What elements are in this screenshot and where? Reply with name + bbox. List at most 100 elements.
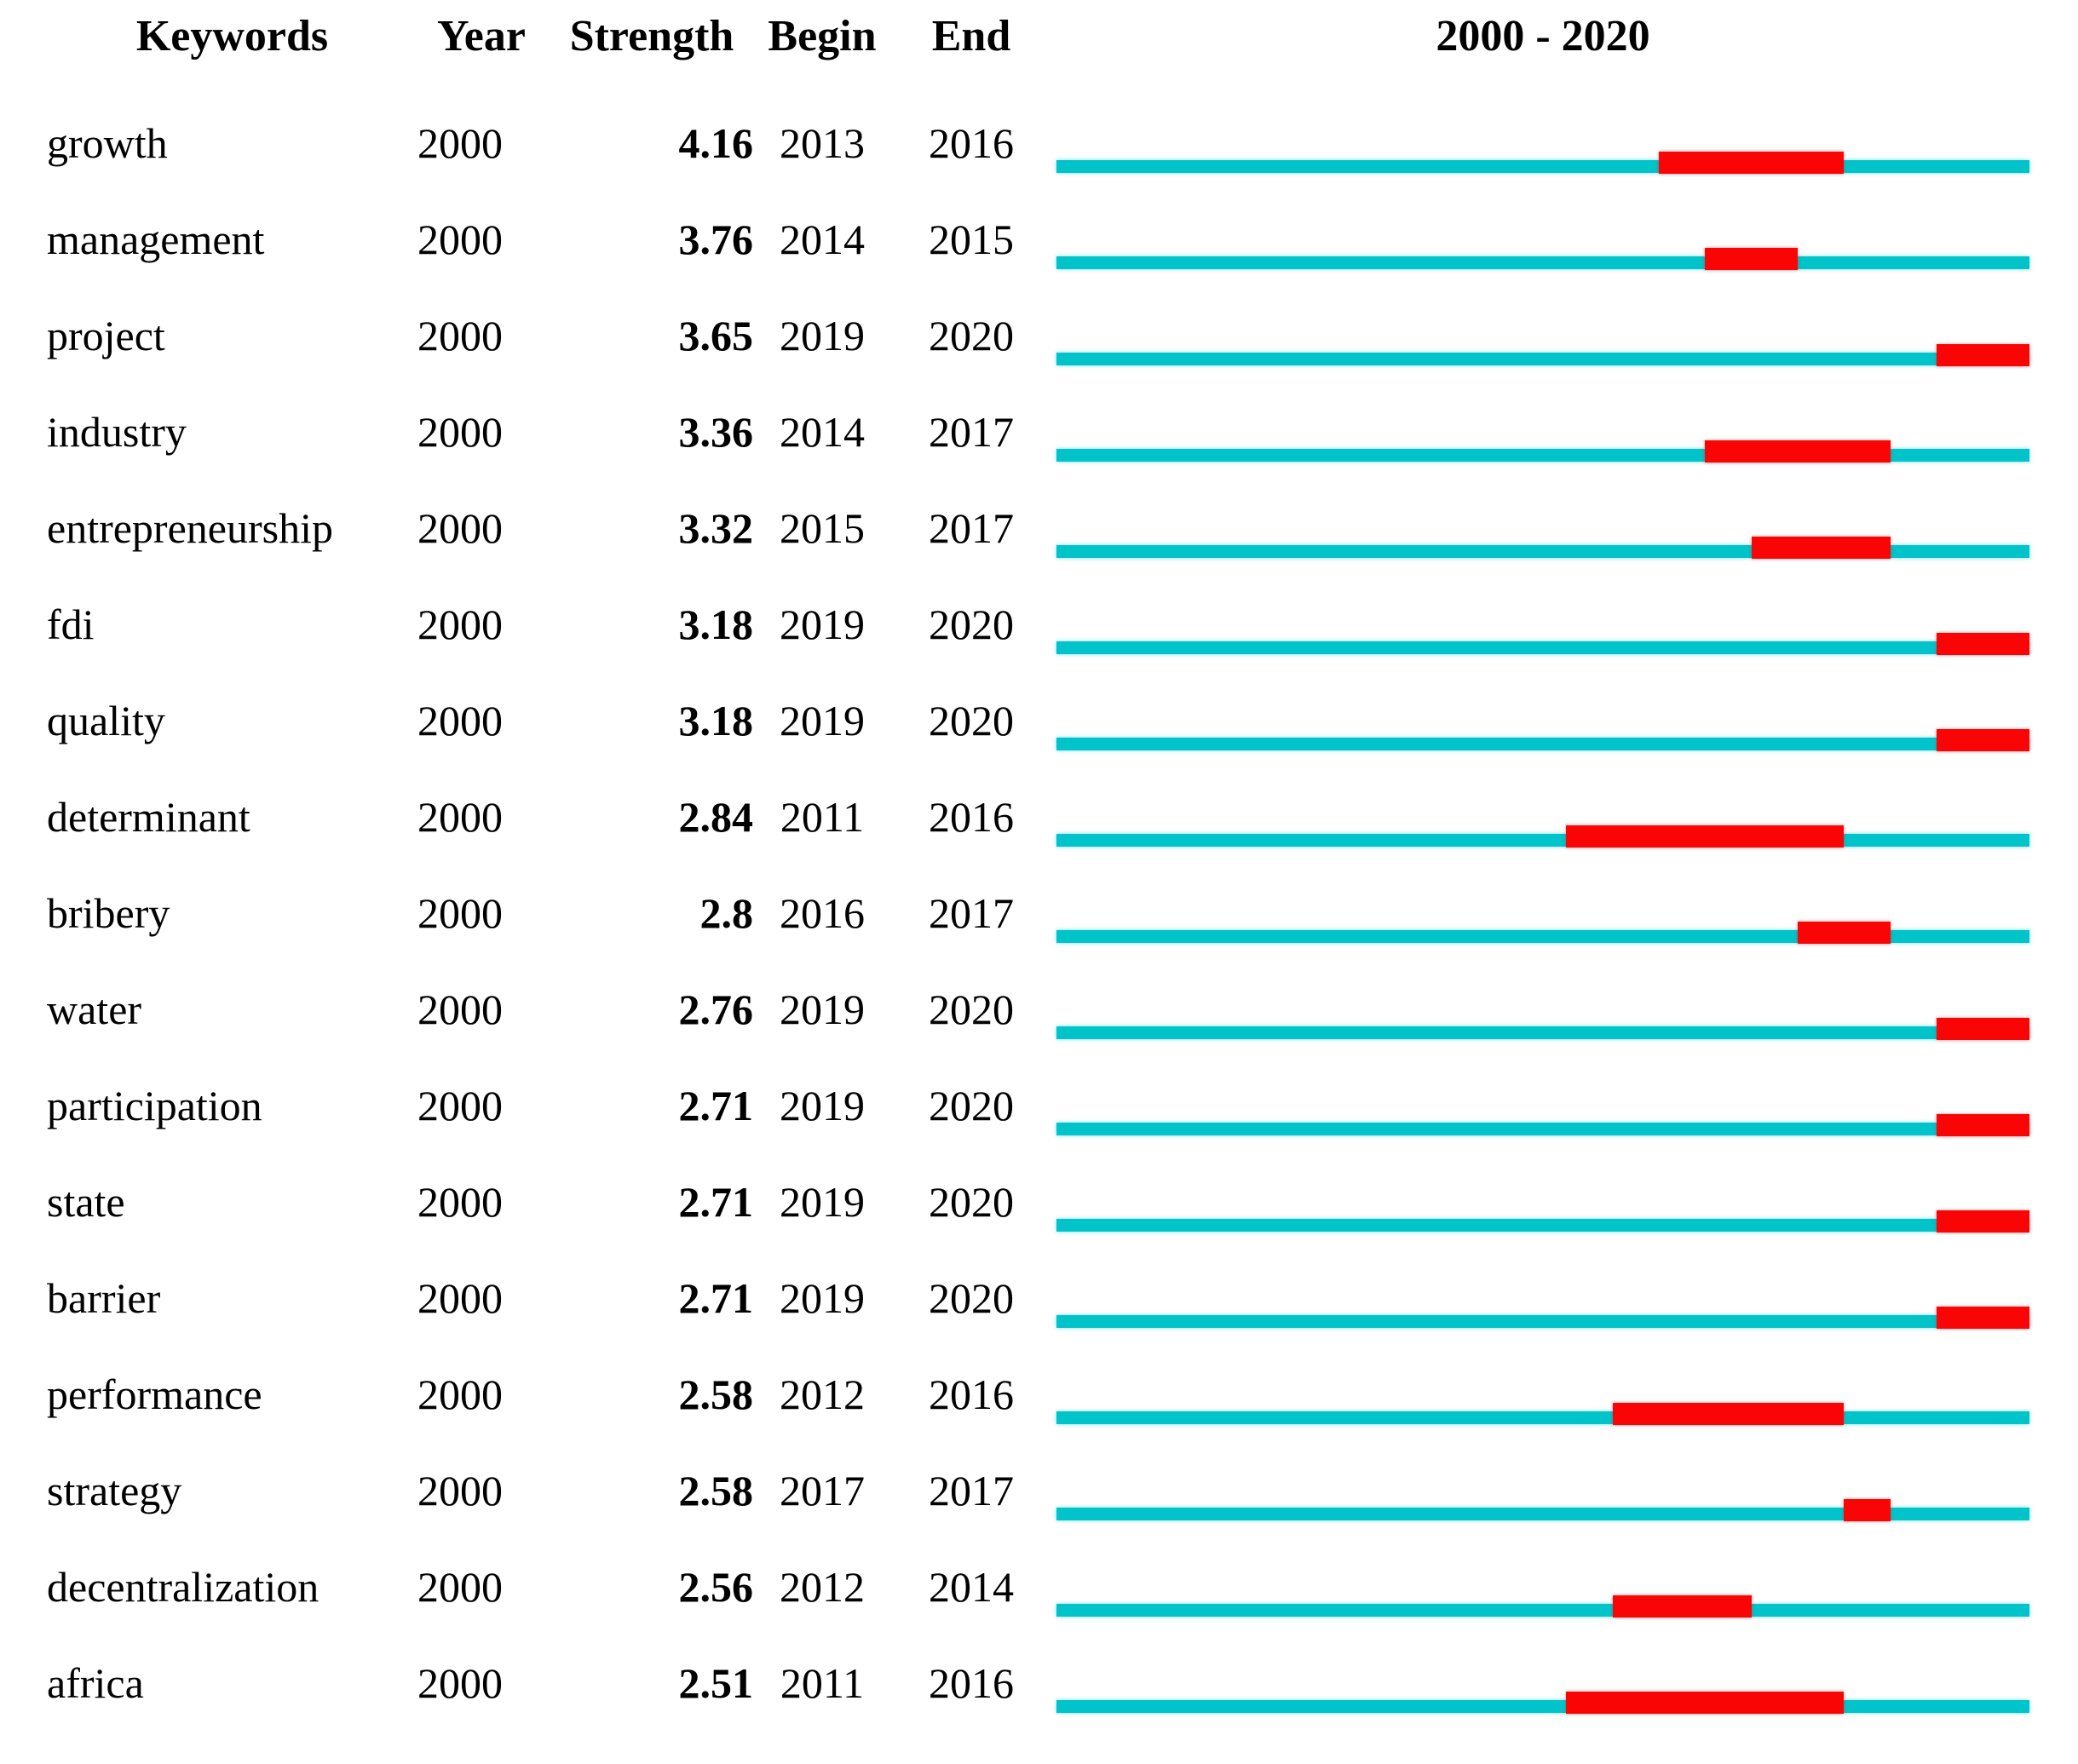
timeline-base-line [1056,1123,2029,1135]
begin-year-value: 2011 [780,1658,865,1707]
table-row: project 2000 3.65 2019 2020 [0,287,2078,383]
keyword-label: state [47,1177,125,1226]
keyword-label: fdi [47,600,95,648]
table-row: decentralization 2000 2.56 2012 2014 [0,1538,2078,1635]
end-year-value: 2016 [929,1370,1014,1418]
strength-value: 2.71 [678,1081,754,1129]
timeline-cell [1056,1635,2029,1731]
end-year-value: 2016 [929,792,1014,841]
keyword-label: quality [47,696,165,744]
strength-value: 2.71 [678,1177,754,1226]
begin-year-value: 2014 [780,407,865,456]
burst-segment [1566,825,1845,848]
begin-year-value: 2019 [780,985,865,1033]
timeline-cell [1056,1538,2029,1635]
timeline-cell [1056,1057,2029,1153]
table-row: participation 2000 2.71 2019 2020 [0,1057,2078,1153]
column-header-end: End [931,12,1011,60]
keyword-label: bribery [47,888,170,937]
timeline-cell [1056,1346,2029,1442]
timeline-base-line [1056,738,2029,750]
timeline-base-line [1056,1411,2029,1424]
strength-value: 2.71 [678,1273,754,1322]
keyword-label: participation [47,1081,262,1129]
timeline-base-line [1056,641,2029,654]
keyword-label: growth [47,118,168,167]
end-year-value: 2017 [929,407,1014,456]
year-value: 2000 [417,311,503,359]
burst-segment [1937,344,2029,366]
strength-value: 3.32 [678,503,754,552]
begin-year-value: 2015 [780,503,865,552]
year-value: 2000 [417,1370,503,1418]
column-header-keywords: Keywords [135,12,329,60]
burst-segment [1705,248,1799,270]
burst-segment [1937,1307,2029,1329]
year-value: 2000 [417,1658,503,1707]
begin-year-value: 2019 [780,1177,865,1226]
table-row: state 2000 2.71 2019 2020 [0,1153,2078,1250]
timeline-cell [1056,672,2029,768]
timeline-base-line [1056,1219,2029,1232]
year-value: 2000 [417,1273,503,1322]
end-year-value: 2020 [929,1081,1014,1129]
strength-value: 2.8 [699,888,754,937]
timeline-cell [1056,865,2029,961]
timeline-cell [1056,287,2029,383]
begin-year-value: 2011 [780,792,865,841]
strength-value: 3.18 [678,696,754,744]
column-header-year: Year [437,12,526,60]
year-value: 2000 [417,1177,503,1226]
burst-segment [1937,1210,2029,1233]
table-row: determinant 2000 2.84 2011 2016 [0,768,2078,865]
end-year-value: 2020 [929,311,1014,359]
keyword-label: africa [47,1658,144,1707]
timeline-base-line [1056,1315,2029,1328]
begin-year-value: 2019 [780,600,865,648]
end-year-value: 2016 [929,118,1014,167]
timeline-base-line [1056,1700,2029,1713]
timeline-cell [1056,191,2029,287]
keyword-label: decentralization [47,1562,319,1611]
begin-year-value: 2019 [780,1273,865,1322]
timeline-base-line [1056,1026,2029,1039]
strength-value: 3.18 [678,600,754,648]
table-row: entrepreneurship 2000 3.32 2015 2017 [0,480,2078,576]
timeline-base-line [1056,1508,2029,1520]
timeline-cell [1056,383,2029,480]
table-row: africa 2000 2.51 2011 2016 [0,1635,2078,1731]
burst-segment [1798,922,1891,944]
column-header-strength: Strength [569,12,734,60]
keyword-label: project [47,311,165,359]
timeline-cell [1056,480,2029,576]
table-header: Keywords Year Strength Begin End 2000 - … [0,0,2078,95]
burst-segment [1612,1403,1845,1425]
end-year-value: 2015 [929,215,1014,263]
table-row: industry 2000 3.36 2014 2017 [0,383,2078,480]
end-year-value: 2016 [929,1658,1014,1707]
end-year-value: 2014 [929,1562,1014,1611]
keyword-label: barrier [47,1273,161,1322]
begin-year-value: 2012 [780,1562,865,1611]
strength-value: 2.84 [678,792,754,841]
keyword-label: entrepreneurship [47,503,333,552]
begin-year-value: 2012 [780,1370,865,1418]
table-row: fdi 2000 3.18 2019 2020 [0,576,2078,672]
timeline-cell [1056,1442,2029,1538]
strength-value: 2.76 [678,985,754,1033]
burst-segment [1937,1114,2029,1136]
table-row: performance 2000 2.58 2012 2016 [0,1346,2078,1442]
burst-segment [1566,1692,1845,1714]
table-row: strategy 2000 2.58 2017 2017 [0,1442,2078,1538]
timeline-cell [1056,961,2029,1057]
timeline-cell [1056,1153,2029,1250]
timeline-base-line [1056,1604,2029,1617]
timeline-cell [1056,768,2029,865]
burst-segment [1844,1499,1891,1521]
begin-year-value: 2013 [780,118,865,167]
burst-segment [1705,440,1891,463]
table-row: water 2000 2.76 2019 2020 [0,961,2078,1057]
strength-value: 2.56 [678,1562,754,1611]
keyword-label: determinant [47,792,250,841]
end-year-value: 2020 [929,696,1014,744]
